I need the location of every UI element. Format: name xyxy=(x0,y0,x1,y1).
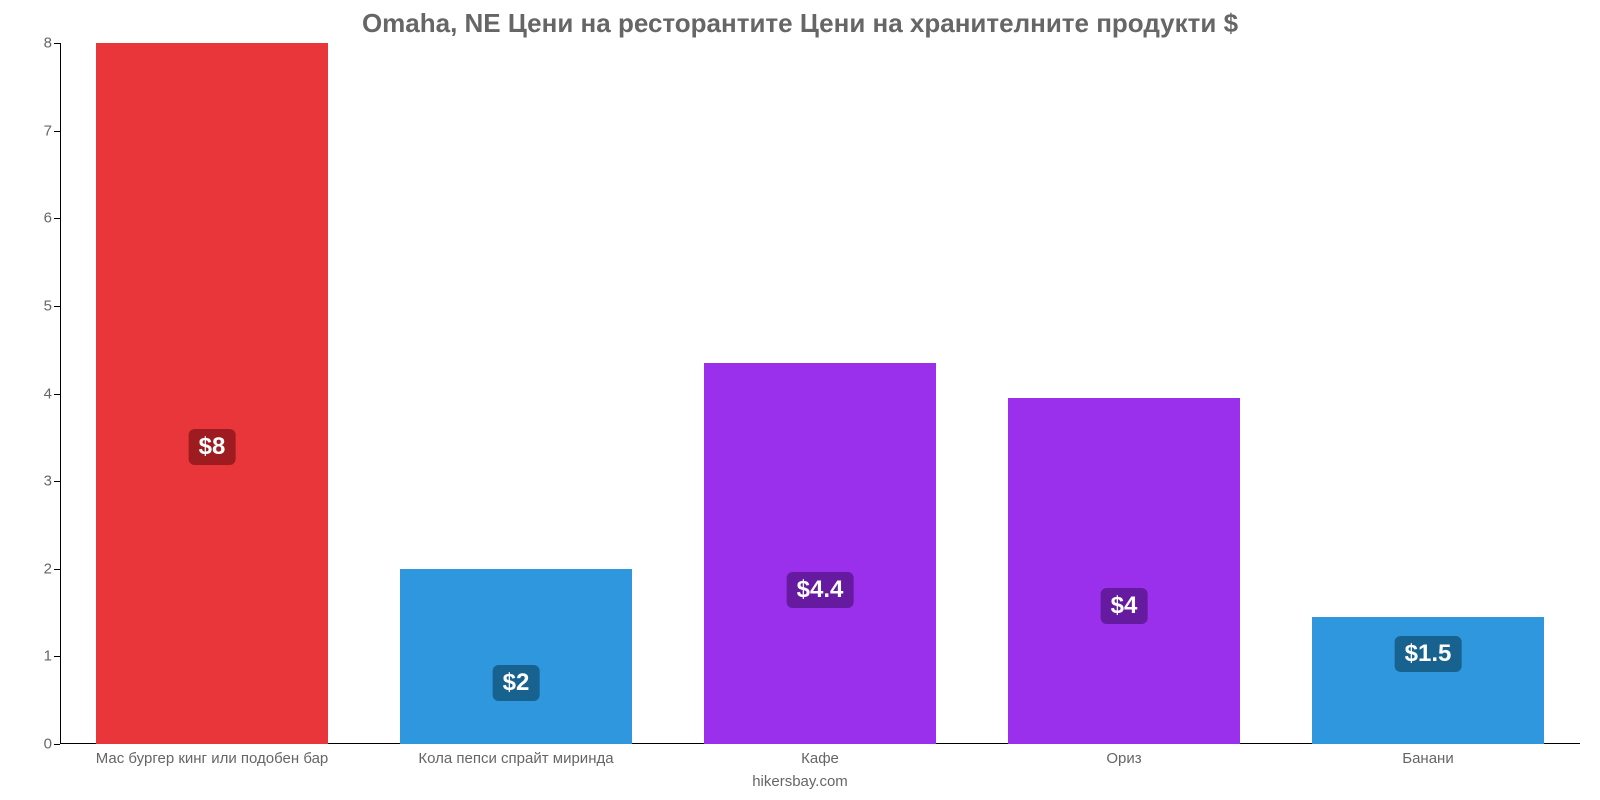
plot-area: 012345678 $8$2$4.4$4$1.5 xyxy=(60,43,1580,744)
bar: $8 xyxy=(96,43,327,744)
chart-title: Omaha, NE Цени на ресторантите Цени на х… xyxy=(0,0,1600,43)
y-axis-label: 0 xyxy=(22,736,52,753)
chart-footer: hikersbay.com xyxy=(0,767,1600,800)
bar: $4.4 xyxy=(704,363,935,744)
y-axis-label: 7 xyxy=(22,122,52,139)
bar-slot: $2 xyxy=(364,43,668,744)
x-axis-label: Мас бургер кинг или подобен бар xyxy=(60,750,364,767)
bar-value-badge: $2 xyxy=(493,665,540,701)
bar-slot: $8 xyxy=(60,43,364,744)
y-axis-label: 2 xyxy=(22,560,52,577)
y-axis-label: 4 xyxy=(22,385,52,402)
bar-slot: $4.4 xyxy=(668,43,972,744)
y-axis-label: 6 xyxy=(22,210,52,227)
y-axis-label: 5 xyxy=(22,297,52,314)
bar: $4 xyxy=(1008,398,1239,744)
bar-slot: $1.5 xyxy=(1276,43,1580,744)
bar-slot: $4 xyxy=(972,43,1276,744)
price-bar-chart: Omaha, NE Цени на ресторантите Цени на х… xyxy=(0,0,1600,800)
x-axis-label: Банани xyxy=(1276,750,1580,767)
y-axis-label: 1 xyxy=(22,648,52,665)
x-axis-label: Кола пепси спрайт миринда xyxy=(364,750,668,767)
y-tick xyxy=(54,744,60,745)
bar: $1.5 xyxy=(1312,617,1543,744)
y-axis-label: 8 xyxy=(22,35,52,52)
bars-container: $8 $2 $4.4 $4 $1.5 xyxy=(60,43,1580,744)
bar-value-badge: $8 xyxy=(189,429,236,465)
y-axis-label: 3 xyxy=(22,473,52,490)
x-axis-label: Кафе xyxy=(668,750,972,767)
bar-value-badge: $4 xyxy=(1101,588,1148,624)
x-axis-labels: Мас бургер кинг или подобен барКола пепс… xyxy=(60,750,1580,767)
bar-value-badge: $4.4 xyxy=(787,572,854,608)
bar-value-badge: $1.5 xyxy=(1395,636,1462,672)
x-axis-label: Ориз xyxy=(972,750,1276,767)
bar: $2 xyxy=(400,569,631,744)
